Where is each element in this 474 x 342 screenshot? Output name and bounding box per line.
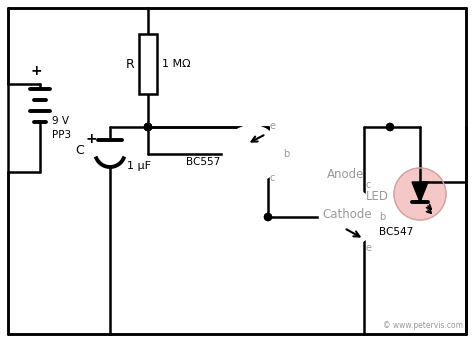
Text: e: e xyxy=(366,243,372,253)
Polygon shape xyxy=(412,182,428,202)
Text: BC557: BC557 xyxy=(186,157,220,167)
Text: 9 V
PP3: 9 V PP3 xyxy=(52,116,71,140)
Text: b: b xyxy=(379,212,385,222)
Circle shape xyxy=(145,123,152,131)
Text: +: + xyxy=(30,64,42,78)
Text: c: c xyxy=(270,173,275,183)
Text: BC547: BC547 xyxy=(379,227,413,237)
Text: © www.petervis.com: © www.petervis.com xyxy=(383,321,463,330)
Circle shape xyxy=(320,189,376,245)
Text: LED: LED xyxy=(366,190,389,203)
Text: b: b xyxy=(283,149,289,159)
Bar xyxy=(139,34,157,94)
Circle shape xyxy=(145,123,152,131)
Text: e: e xyxy=(270,121,276,131)
Circle shape xyxy=(386,123,393,131)
Circle shape xyxy=(394,168,446,220)
Text: Anode: Anode xyxy=(327,168,364,181)
Circle shape xyxy=(224,126,280,182)
Text: +: + xyxy=(85,132,97,146)
Circle shape xyxy=(264,213,272,221)
Text: Cathode: Cathode xyxy=(322,208,372,221)
Circle shape xyxy=(145,123,152,131)
Circle shape xyxy=(145,123,152,131)
Text: C: C xyxy=(75,144,84,157)
Text: R: R xyxy=(126,57,135,70)
Circle shape xyxy=(386,123,393,131)
Text: 1 μF: 1 μF xyxy=(127,161,151,171)
Circle shape xyxy=(264,213,272,221)
Text: c: c xyxy=(366,180,371,190)
Text: 1 MΩ: 1 MΩ xyxy=(162,59,191,69)
